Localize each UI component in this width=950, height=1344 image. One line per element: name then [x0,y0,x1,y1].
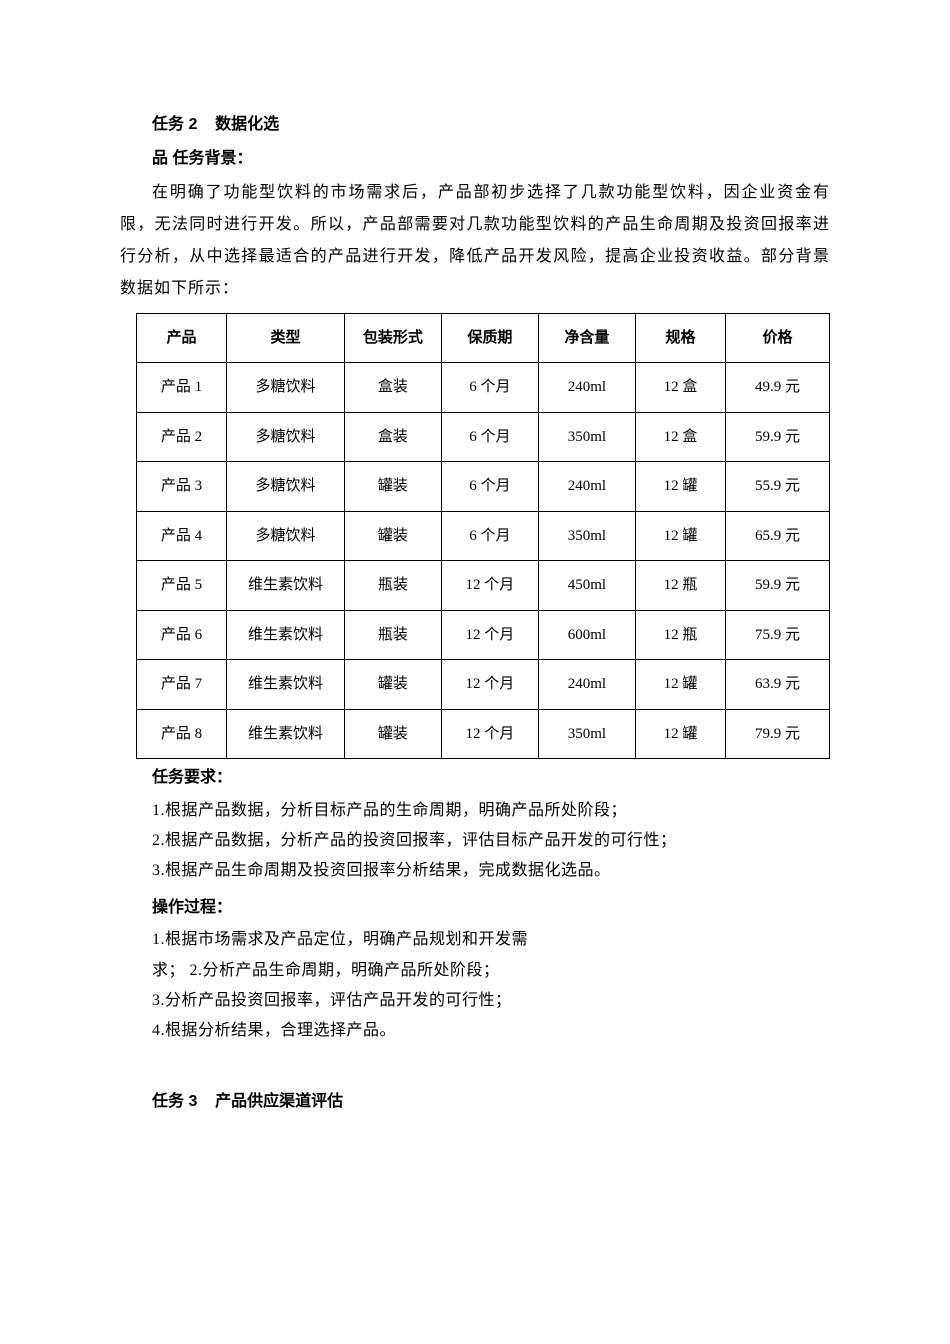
procedures-list: 1.根据市场需求及产品定位，明确产品规划和开发需求； 2.分析产品生命周期，明确… [120,925,830,1047]
table-cell: 6 个月 [441,412,538,462]
table-cell: 49.9 元 [726,363,830,413]
table-cell: 产品 7 [137,660,227,710]
table-cell: 维生素饮料 [227,709,345,759]
table-cell: 多糖饮料 [227,363,345,413]
table-cell: 12 瓶 [635,561,725,611]
table-cell: 维生素饮料 [227,561,345,611]
task2-title-rest: 数据化选 [215,116,279,133]
table-cell: 6 个月 [441,363,538,413]
table-cell: 12 个月 [441,709,538,759]
task3-title-prefix: 任务 3 [152,1093,197,1110]
procedure-item: 4.根据分析结果，合理选择产品。 [120,1016,830,1046]
table-body: 产品 1多糖饮料盒装6 个月240ml12 盒49.9 元产品 2多糖饮料盒装6… [137,363,830,759]
requirement-item: 3.根据产品生命周期及投资回报率分析结果，完成数据化选品。 [120,856,830,886]
table-cell: 维生素饮料 [227,660,345,710]
table-cell: 产品 1 [137,363,227,413]
table-cell: 瓶装 [344,610,441,660]
table-cell: 12 盒 [635,412,725,462]
procedure-item: 求； 2.分析产品生命周期，明确产品所处阶段； [120,956,830,986]
table-cell: 65.9 元 [726,511,830,561]
table-cell: 罐装 [344,511,441,561]
task2-title-line1: 任务 2 数据化选 [120,110,830,140]
table-header-cell: 净含量 [538,313,635,363]
procedure-item: 3.分析产品投资回报率，评估产品开发的可行性； [120,986,830,1016]
table-cell: 12 罐 [635,462,725,512]
task2-req-heading: 任务要求： [120,763,830,793]
table-cell: 产品 6 [137,610,227,660]
table-row: 产品 1多糖饮料盒装6 个月240ml12 盒49.9 元 [137,363,830,413]
table-header-cell: 保质期 [441,313,538,363]
table-header-cell: 产品 [137,313,227,363]
table-cell: 12 盒 [635,363,725,413]
table-cell: 59.9 元 [726,561,830,611]
table-header-cell: 价格 [726,313,830,363]
table-cell: 350ml [538,709,635,759]
table-cell: 产品 3 [137,462,227,512]
table-cell: 6 个月 [441,511,538,561]
table-cell: 240ml [538,660,635,710]
table-cell: 240ml [538,462,635,512]
table-cell: 12 罐 [635,511,725,561]
table-cell: 多糖饮料 [227,462,345,512]
table-cell: 维生素饮料 [227,610,345,660]
table-cell: 59.9 元 [726,412,830,462]
table-row: 产品 2多糖饮料盒装6 个月350ml12 盒59.9 元 [137,412,830,462]
table-header-row: 产品类型包装形式保质期净含量规格价格 [137,313,830,363]
requirements-list: 1.根据产品数据，分析目标产品的生命周期，明确产品所处阶段；2.根据产品数据，分… [120,796,830,887]
task2-proc-heading: 操作过程： [120,893,830,923]
table-cell: 12 个月 [441,660,538,710]
table-cell: 多糖饮料 [227,412,345,462]
table-row: 产品 7维生素饮料罐装12 个月240ml12 罐63.9 元 [137,660,830,710]
table-row: 产品 5维生素饮料瓶装12 个月450ml12 瓶59.9 元 [137,561,830,611]
table-header-cell: 包装形式 [344,313,441,363]
table-cell: 6 个月 [441,462,538,512]
table-cell: 产品 4 [137,511,227,561]
table-cell: 产品 5 [137,561,227,611]
table-cell: 罐装 [344,462,441,512]
table-cell: 产品 2 [137,412,227,462]
table-cell: 12 个月 [441,561,538,611]
product-table-wrap: 产品类型包装形式保质期净含量规格价格 产品 1多糖饮料盒装6 个月240ml12… [120,313,830,760]
table-cell: 罐装 [344,660,441,710]
task2-title-line2: 品 任务背景： [120,144,830,174]
table-cell: 75.9 元 [726,610,830,660]
task2-background: 在明确了功能型饮料的市场需求后，产品部初步选择了几款功能型饮料，因企业资金有限，… [120,177,830,305]
table-cell: 600ml [538,610,635,660]
table-header-cell: 规格 [635,313,725,363]
task2-title-prefix: 任务 2 [152,116,197,133]
table-cell: 盒装 [344,412,441,462]
table-cell: 盒装 [344,363,441,413]
table-cell: 12 罐 [635,709,725,759]
table-cell: 450ml [538,561,635,611]
table-cell: 12 罐 [635,660,725,710]
requirement-item: 1.根据产品数据，分析目标产品的生命周期，明确产品所处阶段； [120,796,830,826]
table-cell: 多糖饮料 [227,511,345,561]
table-cell: 12 个月 [441,610,538,660]
table-header-cell: 类型 [227,313,345,363]
table-row: 产品 3多糖饮料罐装6 个月240ml12 罐55.9 元 [137,462,830,512]
table-cell: 罐装 [344,709,441,759]
table-cell: 240ml [538,363,635,413]
task3-title: 任务 3 产品供应渠道评估 [120,1087,830,1117]
table-cell: 12 瓶 [635,610,725,660]
table-row: 产品 6维生素饮料瓶装12 个月600ml12 瓶75.9 元 [137,610,830,660]
table-cell: 55.9 元 [726,462,830,512]
table-cell: 350ml [538,511,635,561]
table-cell: 瓶装 [344,561,441,611]
procedure-item: 1.根据市场需求及产品定位，明确产品规划和开发需 [120,925,830,955]
requirement-item: 2.根据产品数据，分析产品的投资回报率，评估目标产品开发的可行性； [120,826,830,856]
table-cell: 350ml [538,412,635,462]
table-cell: 产品 8 [137,709,227,759]
task3-title-rest: 产品供应渠道评估 [215,1093,343,1110]
table-cell: 79.9 元 [726,709,830,759]
table-row: 产品 8维生素饮料罐装12 个月350ml12 罐79.9 元 [137,709,830,759]
product-table: 产品类型包装形式保质期净含量规格价格 产品 1多糖饮料盒装6 个月240ml12… [136,313,830,760]
table-row: 产品 4多糖饮料罐装6 个月350ml12 罐65.9 元 [137,511,830,561]
table-cell: 63.9 元 [726,660,830,710]
